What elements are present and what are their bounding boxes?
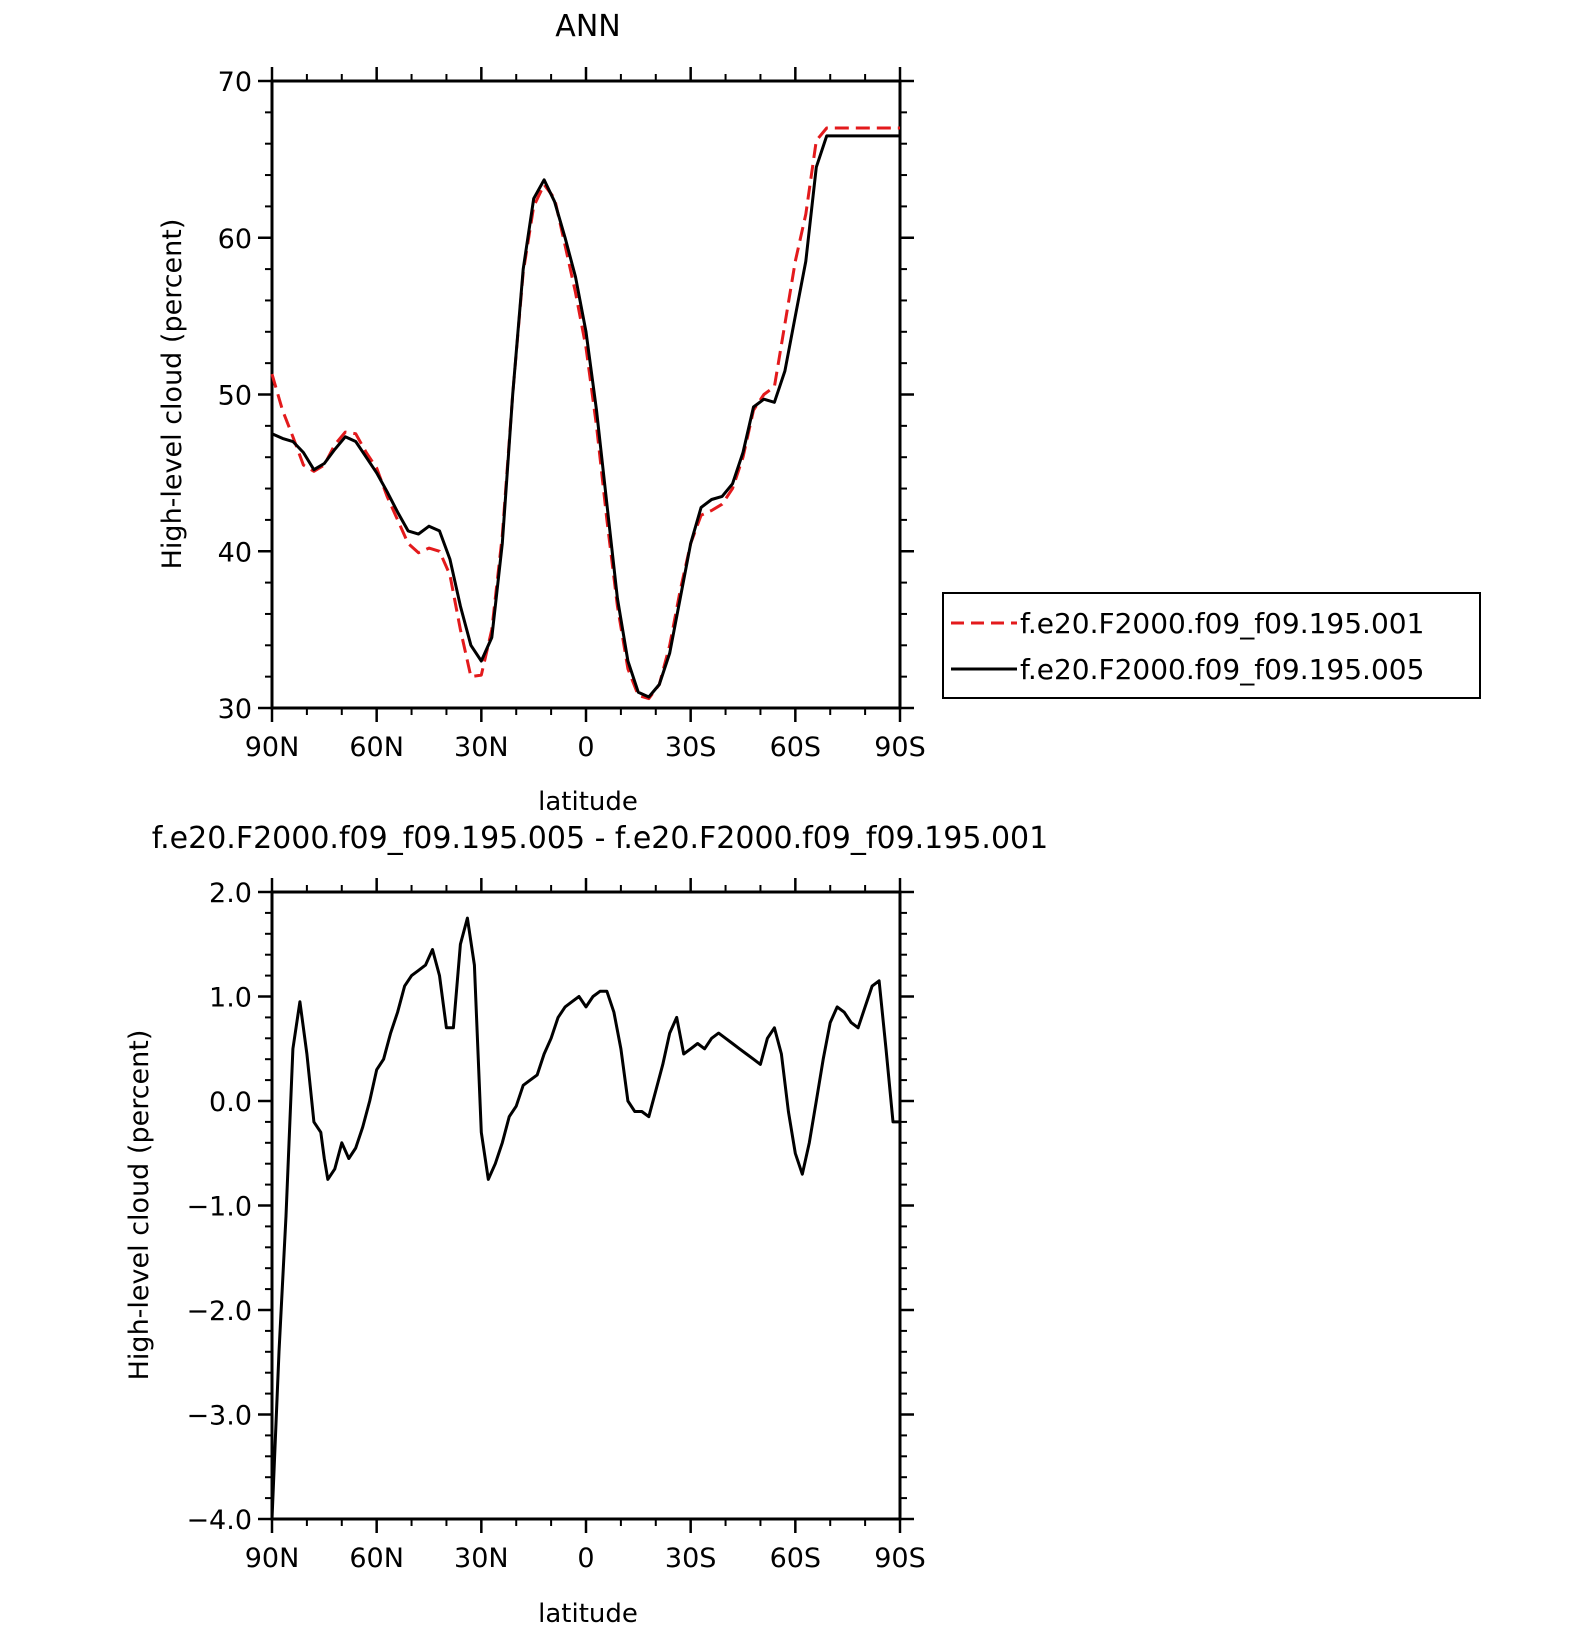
x-tick-label: 90S [874, 1543, 926, 1574]
x-tick-label: 90N [245, 1543, 300, 1574]
series-line-1 [270, 126, 900, 701]
x-tick-label: 30S [665, 1543, 717, 1574]
top-chart-panel: ANN 90N 60N 30N 0 30S 60S 90S 30 40 50 60 70 latitu… [157, 9, 1481, 817]
x-tick-label: 60N [349, 1543, 404, 1574]
y-tick-label: 2.0 [209, 878, 252, 909]
bottom-chart-panel: f.e20.F2000.f09_f09.195.005 - f.e20.F200… [124, 821, 1048, 1629]
x-tick-label: 30N [454, 732, 509, 763]
x-tick-label: 60S [770, 732, 822, 763]
plot-frame [270, 890, 902, 1521]
legend-label-series-2: f.e20.F2000.f09_f09.195.005 [1020, 653, 1424, 686]
x-tick-label: 90S [874, 732, 926, 763]
y-tick-label: −3.0 [186, 1401, 252, 1432]
series-line-1 [270, 916, 900, 1520]
y-tick-label: 30 [218, 694, 252, 725]
x-tick-label: 30S [665, 732, 717, 763]
series-line-2 [271, 134, 900, 699]
x-tick-label: 0 [577, 1543, 594, 1574]
legend-label-series-1: f.e20.F2000.f09_f09.195.001 [1020, 607, 1424, 640]
legend-box [942, 592, 1481, 699]
y-tick-label: 1.0 [209, 983, 252, 1014]
x-tick-label: 60S [770, 1543, 822, 1574]
y-tick-label: 40 [218, 537, 252, 568]
y-tick-label: 0.0 [209, 1087, 252, 1118]
y-tick-label: 70 [218, 67, 252, 98]
y-tick-label: −4.0 [186, 1505, 252, 1536]
x-axis-label: latitude [538, 1599, 638, 1629]
x-tick-label: 30N [454, 1543, 509, 1574]
difference-chart-title: f.e20.F2000.f09_f09.195.005 - f.e20.F200… [152, 821, 1048, 856]
y-tick-label: −2.0 [186, 1296, 252, 1327]
y-axis-label: High-level cloud (percent) [157, 219, 188, 570]
x-tick-label: 90N [245, 732, 300, 763]
x-tick-label: 0 [577, 732, 594, 763]
y-tick-label: −1.0 [186, 1192, 252, 1223]
x-axis-label: latitude [538, 787, 638, 817]
plot-frame [270, 79, 902, 710]
y-tick-label: 60 [218, 224, 252, 255]
y-axis-label: High-level cloud (percent) [124, 1030, 155, 1381]
x-tick-label: 60N [349, 732, 404, 763]
chart-title: ANN [555, 9, 620, 44]
y-tick-label: 50 [218, 381, 252, 412]
legend: f.e20.F2000.f09_f09.195.001 f.e20.F2000.… [942, 592, 1481, 699]
